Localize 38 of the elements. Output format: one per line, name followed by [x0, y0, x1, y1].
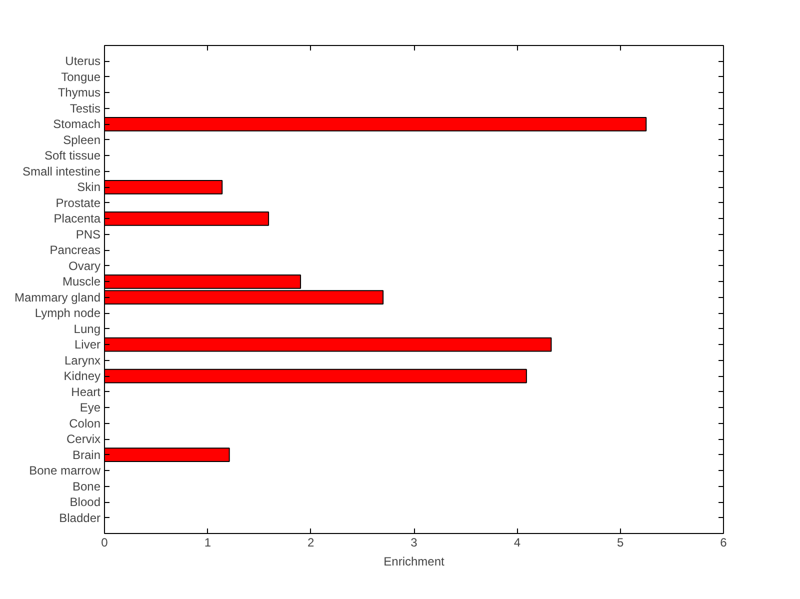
y-tick-label: Stomach	[53, 117, 101, 132]
y-tick-label: Soft tissue	[44, 148, 101, 163]
x-tick-label: 5	[616, 536, 624, 550]
y-tick-label: Kidney	[64, 369, 101, 384]
y-tick-label: Bone marrow	[29, 464, 101, 478]
y-tick-label: Thymus	[58, 86, 101, 100]
y-tick-label: Ovary	[68, 258, 101, 273]
y-tick-label: Spleen	[63, 132, 101, 147]
y-tick-label: Bone	[72, 479, 101, 494]
x-tick-label: 4	[514, 536, 521, 550]
y-tick-label: Tongue	[61, 70, 101, 84]
y-tick-label: Blood	[70, 495, 101, 510]
y-tick-label: Skin	[77, 180, 100, 194]
y-tick-label: Pancreas	[50, 243, 101, 258]
y-tick-label: PNS	[76, 227, 101, 242]
y-tick-label: Colon	[69, 416, 101, 430]
y-tick-label: Placenta	[54, 212, 101, 226]
x-axis-title: Enrichment	[384, 554, 446, 568]
y-tick-label: Lymph node	[34, 306, 101, 320]
y-tick-label: Brain	[72, 448, 100, 462]
y-tick-label: Eye	[80, 400, 101, 415]
y-tick-label: Mammary gland	[14, 290, 101, 304]
y-tick-label: Testis	[70, 101, 101, 116]
x-tick-label: 6	[720, 536, 728, 550]
y-tick-label: Liver	[74, 338, 101, 352]
x-tick-label: 3	[410, 536, 418, 550]
x-tick-label: 1	[204, 536, 212, 550]
x-tick-label: 0	[101, 536, 108, 550]
y-tick-label: Prostate	[56, 196, 101, 210]
y-tick-label: Heart	[71, 384, 102, 399]
y-tick-label: Larynx	[64, 353, 101, 368]
y-tick-label: Cervix	[66, 432, 101, 446]
y-tick-label: Muscle	[62, 274, 101, 289]
x-tick-label: 2	[307, 536, 314, 550]
y-tick-label: Small intestine	[22, 164, 101, 178]
y-tick-label: Uterus	[65, 54, 100, 68]
y-tick-label: Bladder	[59, 510, 101, 525]
y-tick-label: Lung	[74, 322, 101, 336]
